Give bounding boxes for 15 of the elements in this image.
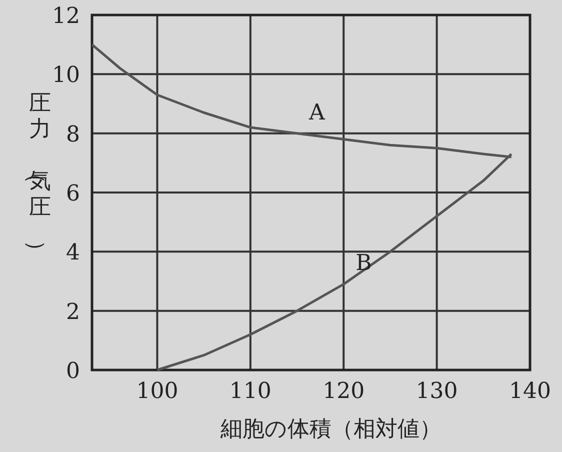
y-tick-label: 0 <box>66 359 80 384</box>
x-tick-label: 130 <box>416 379 458 404</box>
y-tick-label: 2 <box>66 300 80 325</box>
y-tick-label: 6 <box>66 182 80 206</box>
y-tick-label: 10 <box>52 63 80 88</box>
x-tick-label: 110 <box>229 379 272 404</box>
x-tick-label: 120 <box>322 379 365 404</box>
y-tick-label: 8 <box>66 122 80 148</box>
y-tick-label: 4 <box>66 240 80 266</box>
x-tick-label: 100 <box>136 379 178 404</box>
y-tick-label: 12 <box>52 4 80 29</box>
series-label: A <box>308 100 326 126</box>
x-axis-title: 細胞の体積（相対値） <box>220 417 442 442</box>
series-label: B <box>356 251 372 276</box>
x-tick-label: 140 <box>509 379 551 404</box>
